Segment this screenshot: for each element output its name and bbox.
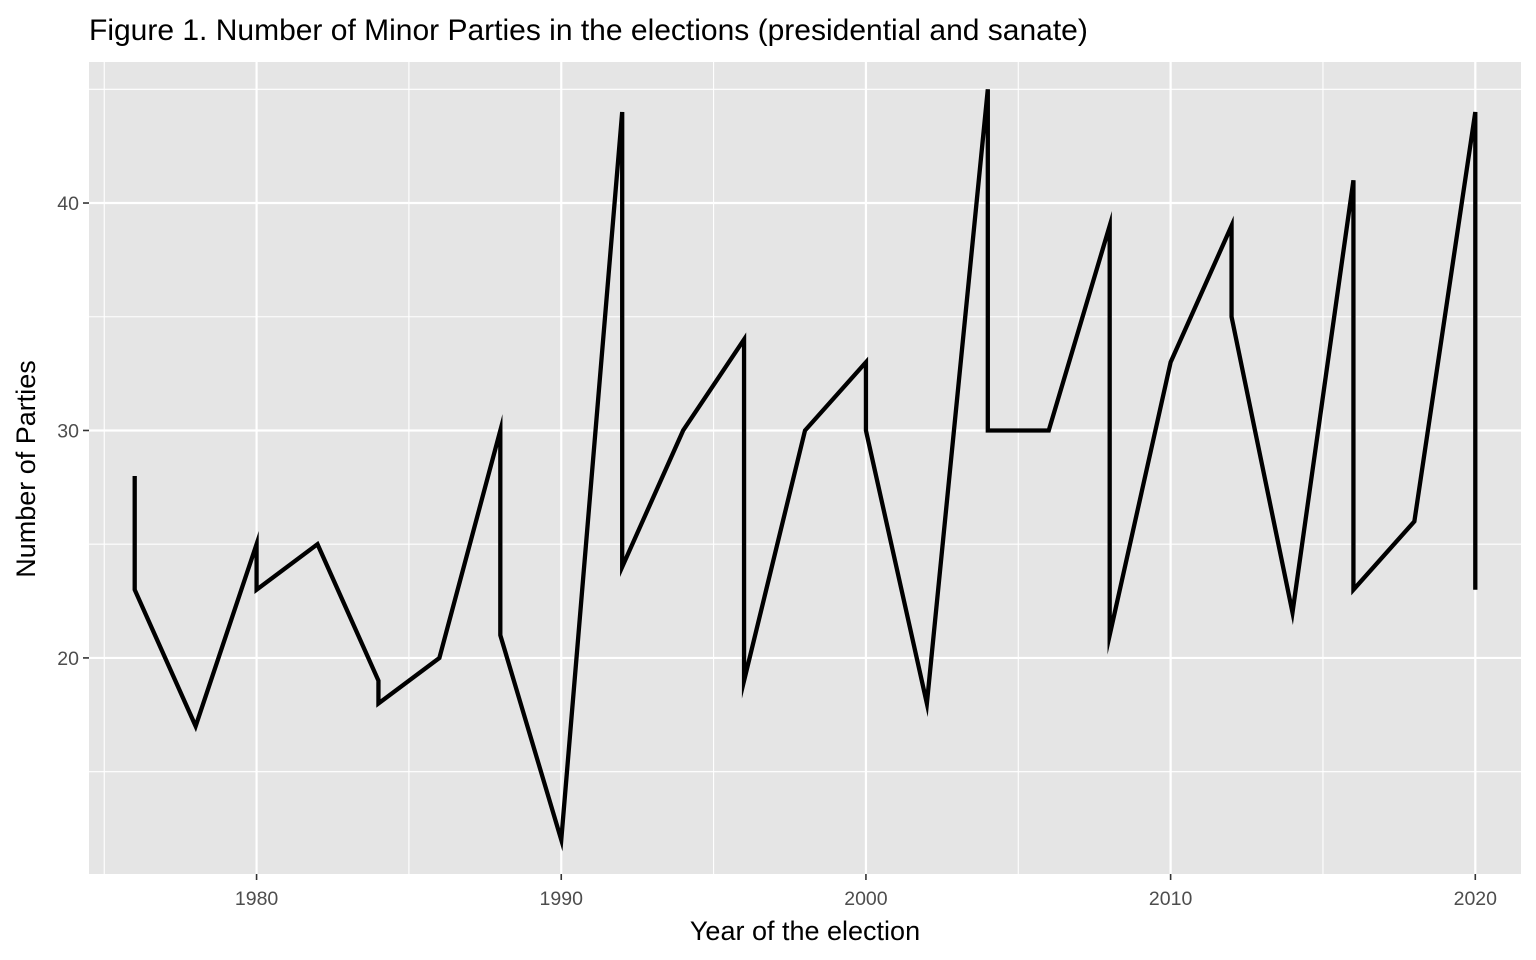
x-tick-label: 2020: [1454, 888, 1498, 910]
x-axis-title: Year of the election: [690, 916, 920, 946]
x-tick-label: 2000: [844, 888, 888, 910]
series-layer: [132, 89, 1478, 852]
chart-title: Figure 1. Number of Minor Parties in the…: [89, 14, 1088, 47]
y-axis: 20 30 40: [57, 193, 89, 670]
x-axis: 1980 1990 2000 2010 2020: [235, 874, 1497, 910]
x-tick-label: 2010: [1149, 888, 1193, 910]
x-tick-label: 1980: [235, 888, 279, 910]
y-tick-label: 30: [57, 420, 79, 442]
minor-gridlines: [89, 62, 1521, 874]
y-tick-label: 40: [57, 193, 79, 215]
plot-panel: [89, 62, 1521, 874]
series-line: [132, 89, 1478, 852]
x-tick-label: 1990: [540, 888, 584, 910]
y-tick-label: 20: [57, 648, 79, 670]
y-axis-title: Number of Parties: [11, 360, 41, 578]
